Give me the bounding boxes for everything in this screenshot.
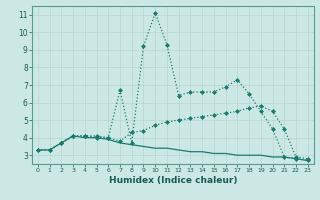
X-axis label: Humidex (Indice chaleur): Humidex (Indice chaleur) <box>108 176 237 185</box>
